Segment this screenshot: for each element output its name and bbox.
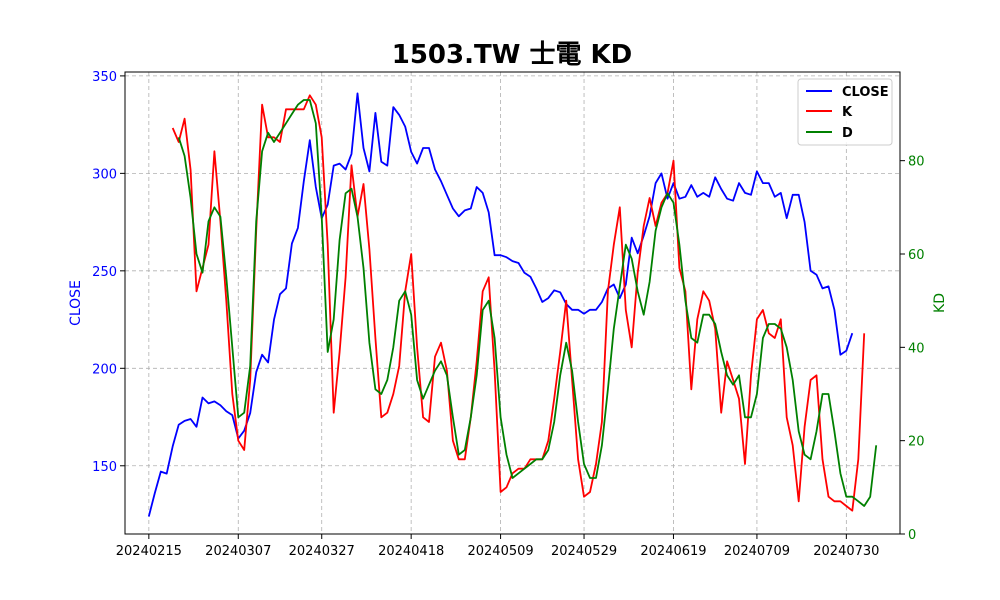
y-axis-right: 0 20 40 60 80	[900, 155, 925, 543]
legend-label-close: CLOSE	[842, 85, 889, 100]
series-line-close	[147, 92, 854, 517]
x-tick-label: 20240619	[640, 544, 706, 559]
chart-title: 1503.TW 士電 KD	[392, 40, 633, 70]
y-left-tick-label: 150	[92, 460, 117, 475]
y-left-tick-label: 300	[92, 167, 117, 182]
x-tick-label: 20240709	[724, 544, 790, 559]
x-axis: 20240215 20240307 20240327 20240418 20240509…	[116, 534, 879, 559]
legend-label-d: D	[842, 126, 853, 141]
series-line-d	[177, 99, 878, 507]
x-tick-label: 20240509	[467, 544, 533, 559]
legend: CLOSE K D	[797, 78, 893, 146]
series-line-k	[171, 94, 866, 512]
y-left-tick-label: 350	[92, 70, 117, 85]
y-right-tick-label: 40	[908, 341, 925, 356]
x-tick-label: 20240307	[205, 544, 271, 559]
y-right-tick-label: 80	[908, 155, 925, 170]
y-right-tick-label: 60	[908, 248, 925, 263]
y-axis-left-label: CLOSE	[68, 280, 84, 326]
x-tick-label: 20240418	[378, 544, 444, 559]
y-axis-left: 150 200 250 300 350	[92, 70, 125, 475]
y-right-tick-label: 0	[908, 528, 916, 543]
legend-label-k: K	[842, 105, 853, 120]
y-left-tick-label: 250	[92, 265, 117, 280]
x-tick-label: 20240215	[116, 544, 182, 559]
y-left-tick-label: 200	[92, 362, 117, 377]
series-lines	[147, 92, 878, 517]
plot-frame	[124, 71, 901, 535]
x-tick-label: 20240529	[551, 544, 617, 559]
x-tick-label: 20240327	[289, 544, 355, 559]
legend-box	[797, 78, 893, 146]
y-axis-right-label: KD	[932, 293, 948, 313]
x-tick-label: 20240730	[813, 544, 879, 559]
y-right-tick-label: 20	[908, 435, 925, 450]
